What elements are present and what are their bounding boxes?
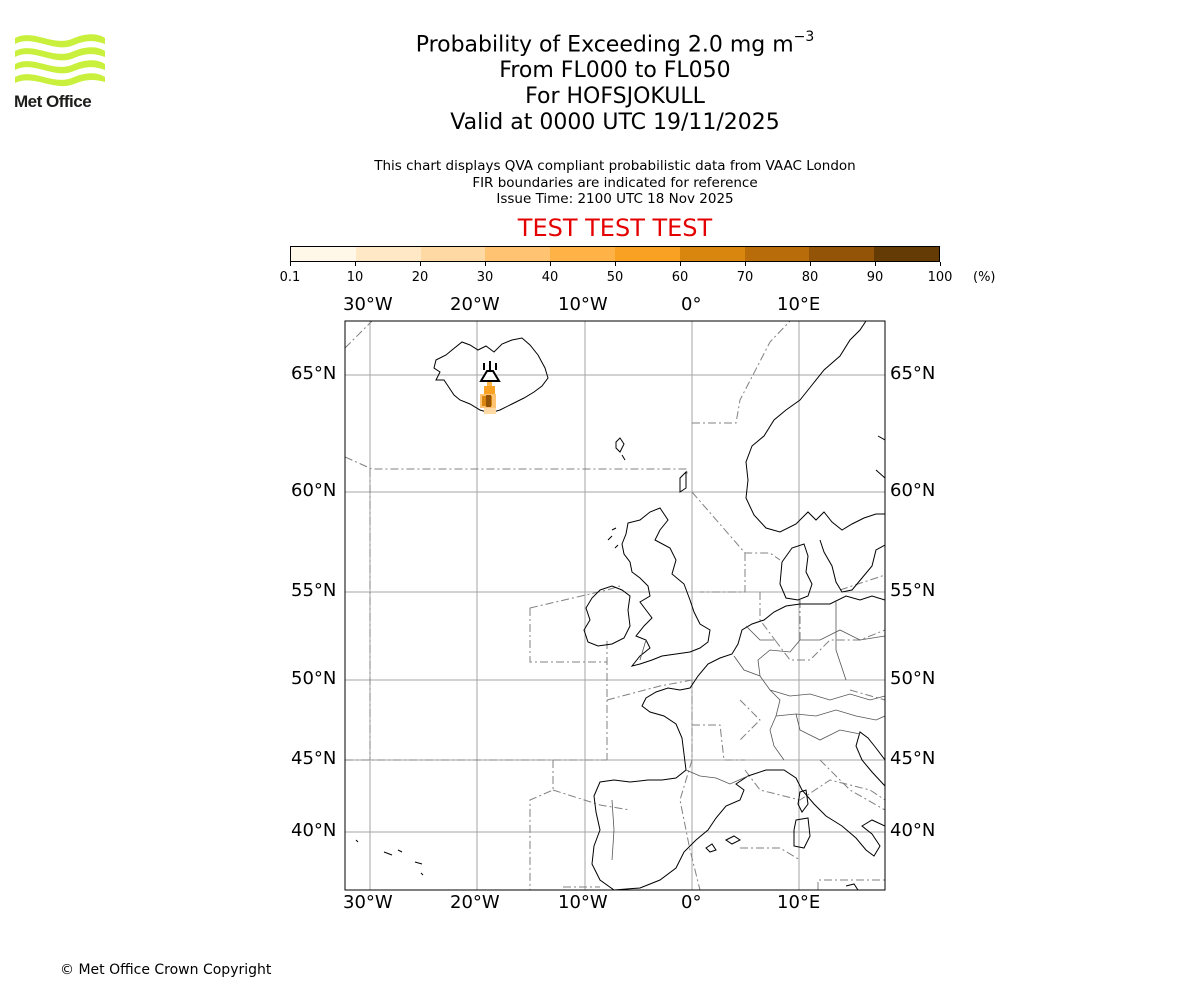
valid-time: Valid at 0000 UTC 19/11/2025: [450, 110, 780, 136]
lat-tick-left: 40°N: [291, 820, 337, 841]
colorbar-tick-label: 70: [736, 270, 754, 285]
met-office-logo-icon: [15, 34, 105, 87]
colorbar-segment: [679, 247, 745, 261]
great-britain-coastline: [621, 507, 711, 667]
colorbar-unit: (%): [973, 270, 996, 285]
colorbar-segment: [291, 247, 356, 261]
chart-notes: This chart displays QVA compliant probab…: [315, 158, 915, 208]
lon-tick-top: 10°E: [777, 294, 821, 315]
colorbar-tick-mark: [679, 262, 681, 266]
colorbar-tick-label: 0.1: [279, 270, 301, 285]
colorbar-segment: [420, 247, 486, 261]
colorbar-tick-mark: [354, 262, 356, 266]
fir-boundaries: [345, 321, 885, 890]
lat-tick-right: 50°N: [890, 668, 936, 689]
lon-tick-top: 0°: [681, 294, 702, 315]
volcano-location: For HOFSJOKULL: [525, 84, 705, 110]
logo-wordmark: Met Office: [14, 92, 92, 111]
chart-title-block: Probability of Exceeding 2.0 mg m−3 From…: [315, 26, 915, 136]
colorbar-tick-label: 80: [801, 270, 819, 285]
lon-tick-bottom: 20°W: [450, 892, 500, 913]
map-frame: [344, 320, 886, 891]
colorbar-tick-mark: [549, 262, 551, 266]
colorbar-tick-label: 100: [927, 270, 953, 285]
colorbar-tick-label: 10: [346, 270, 364, 285]
lon-tick-bottom: 0°: [681, 892, 702, 913]
continental-europe-coastline: [591, 595, 885, 890]
faroe-islands: [615, 437, 687, 493]
colorbar-tick-label: 40: [541, 270, 559, 285]
colorbar-segment: [355, 247, 421, 261]
lat-tick-right: 45°N: [890, 748, 936, 769]
colorbar-tick-mark: [614, 262, 616, 266]
sicily-coast: [845, 883, 859, 890]
map-background: [345, 321, 885, 890]
lat-tick-left: 55°N: [291, 580, 337, 601]
atlantic-islands: [355, 839, 424, 876]
colorbar-tick-mark: [939, 262, 941, 266]
lat-tick-left: 60°N: [291, 480, 337, 501]
copyright-notice: © Met Office Crown Copyright: [60, 962, 272, 978]
baltic-finland: [875, 435, 885, 479]
level-range: From FL000 to FL050: [499, 58, 731, 84]
colorbar-tick-mark: [744, 262, 746, 266]
lon-tick-top: 30°W: [343, 294, 393, 315]
colorbar-tick-label: 90: [866, 270, 884, 285]
note-line-fir: FIR boundaries are indicated for referen…: [472, 174, 758, 191]
lon-tick-bottom: 10°E: [777, 892, 821, 913]
ireland-coastline: [583, 585, 631, 647]
title-exponent: −3: [793, 29, 815, 45]
lon-tick-top: 10°W: [558, 294, 608, 315]
lon-tick-bottom: 10°W: [558, 892, 608, 913]
colorbar-tick-label: 60: [671, 270, 689, 285]
test-banner: TEST TEST TEST: [517, 214, 713, 242]
balearic-islands: [705, 835, 741, 853]
colorbar-tick-label: 50: [606, 270, 624, 285]
colorbar-segment: [485, 247, 551, 261]
lat-tick-right: 65°N: [890, 363, 936, 384]
corsica-sardinia: [793, 789, 811, 849]
colorbar-tick-mark: [484, 262, 486, 266]
colorbar-tick-mark: [419, 262, 421, 266]
lat-tick-right: 60°N: [890, 480, 936, 501]
note-line-qva: This chart displays QVA compliant probab…: [374, 158, 856, 174]
chart-title: Probability of Exceeding 2.0 mg m−3: [415, 29, 815, 58]
lat-tick-left: 50°N: [291, 668, 337, 689]
norway-coastline: [745, 321, 885, 533]
probability-colorbar: [290, 246, 940, 262]
colorbar-tick-label: 20: [411, 270, 429, 285]
colorbar-segment: [874, 247, 939, 261]
colorbar-tick-label: 30: [476, 270, 494, 285]
lat-tick-left: 65°N: [291, 363, 337, 384]
colorbar-segment: [614, 247, 680, 261]
colorbar-segment: [744, 247, 810, 261]
lat-tick-right: 55°N: [890, 580, 936, 601]
sweden-coastline: [819, 539, 885, 593]
lon-tick-top: 20°W: [450, 294, 500, 315]
colorbar-tick-mark: [289, 262, 291, 266]
colorbar-segment: [550, 247, 615, 261]
iceland-coastline: [433, 337, 549, 414]
country-borders: [611, 600, 885, 861]
colorbar-tick-mark: [809, 262, 811, 266]
lat-tick-left: 45°N: [291, 748, 337, 769]
denmark-coastline: [779, 543, 813, 601]
lon-tick-bottom: 30°W: [343, 892, 393, 913]
issue-time: Issue Time: 2100 UTC 18 Nov 2025: [496, 191, 734, 207]
adriatic-coast: [855, 731, 885, 787]
volcano-icon: [479, 361, 501, 382]
lat-tick-right: 40°N: [890, 820, 936, 841]
colorbar-segment: [809, 247, 875, 261]
colorbar-tick-mark: [874, 262, 876, 266]
